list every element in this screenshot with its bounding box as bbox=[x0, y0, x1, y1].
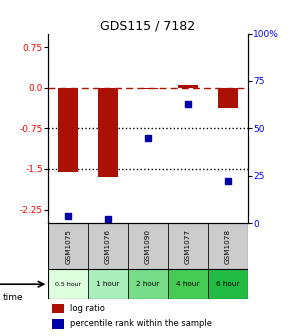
Text: time: time bbox=[3, 293, 23, 302]
Bar bbox=[58, 88, 78, 172]
Bar bbox=[178, 84, 198, 88]
Text: GSM1090: GSM1090 bbox=[145, 229, 151, 264]
FancyBboxPatch shape bbox=[48, 223, 88, 269]
Text: GSM1076: GSM1076 bbox=[105, 229, 111, 264]
Text: 1 hour: 1 hour bbox=[96, 281, 120, 287]
Text: 2 hour: 2 hour bbox=[136, 281, 160, 287]
FancyBboxPatch shape bbox=[128, 269, 168, 299]
Title: GDS115 / 7182: GDS115 / 7182 bbox=[100, 19, 195, 33]
FancyBboxPatch shape bbox=[208, 223, 248, 269]
Text: percentile rank within the sample: percentile rank within the sample bbox=[70, 320, 212, 328]
Text: 4 hour: 4 hour bbox=[176, 281, 200, 287]
Bar bbox=[52, 319, 64, 329]
Bar bbox=[52, 304, 64, 313]
Text: 0.5 hour: 0.5 hour bbox=[55, 282, 81, 287]
Text: 6 hour: 6 hour bbox=[216, 281, 239, 287]
Bar bbox=[138, 88, 158, 89]
FancyBboxPatch shape bbox=[168, 269, 208, 299]
FancyBboxPatch shape bbox=[128, 223, 168, 269]
Bar bbox=[218, 88, 238, 108]
FancyBboxPatch shape bbox=[88, 223, 128, 269]
Text: GSM1077: GSM1077 bbox=[185, 229, 191, 264]
FancyBboxPatch shape bbox=[208, 269, 248, 299]
Text: log ratio: log ratio bbox=[70, 304, 105, 313]
Text: GSM1078: GSM1078 bbox=[225, 229, 231, 264]
Text: GSM1075: GSM1075 bbox=[65, 229, 71, 264]
FancyBboxPatch shape bbox=[88, 269, 128, 299]
FancyBboxPatch shape bbox=[48, 269, 88, 299]
Bar bbox=[98, 88, 118, 177]
FancyBboxPatch shape bbox=[168, 223, 208, 269]
